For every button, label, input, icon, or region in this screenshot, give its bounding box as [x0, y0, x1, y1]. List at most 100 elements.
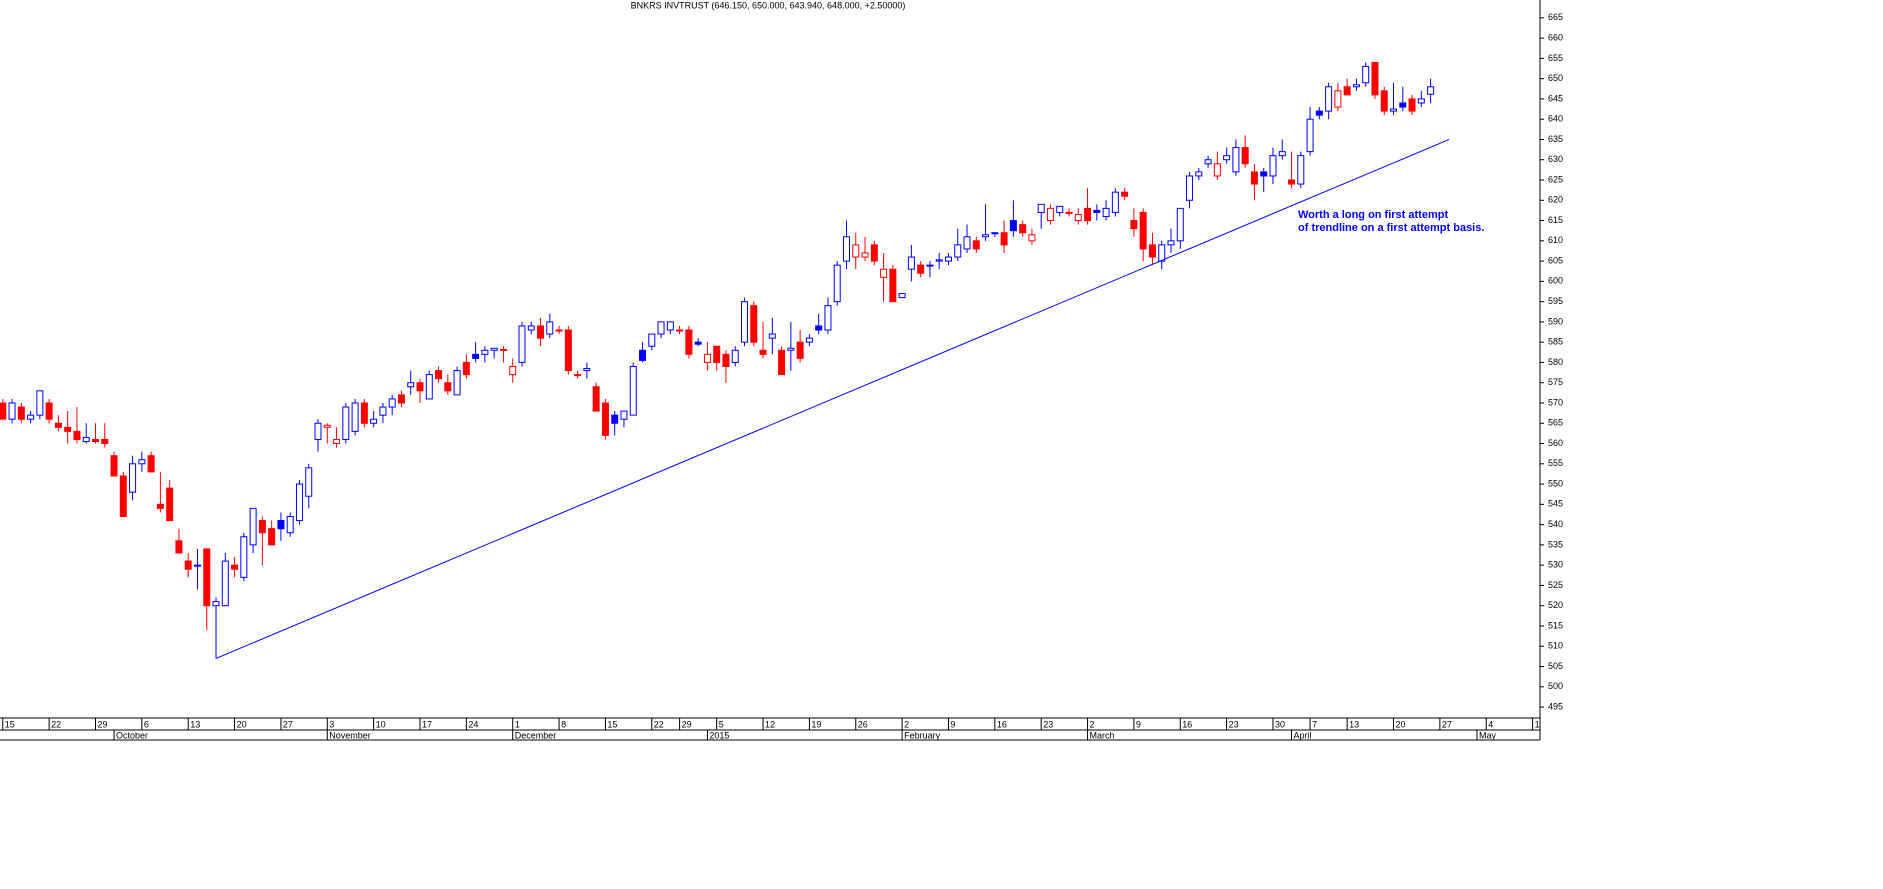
y-tick-label: 530: [1548, 560, 1563, 570]
candle-body: [397, 394, 405, 404]
candle-body: [954, 244, 962, 258]
x-tick-label: 19: [811, 719, 821, 729]
candle-body: [676, 329, 684, 332]
y-tick-label: 540: [1548, 519, 1563, 529]
candle-body: [444, 382, 452, 392]
candle-body: [518, 325, 526, 363]
candle-body: [82, 436, 90, 443]
candle-body: [231, 564, 239, 570]
candle-body: [833, 264, 841, 303]
candle-body: [268, 528, 276, 546]
candle-body: [17, 406, 25, 420]
x-tick-label: 24: [468, 719, 478, 729]
candle-body: [101, 438, 109, 445]
candle-body: [935, 259, 943, 262]
candle-body: [666, 321, 674, 331]
candle-body: [787, 347, 795, 351]
x-tick-label: 5: [719, 719, 724, 729]
candle-body: [481, 349, 489, 355]
candle-body: [768, 333, 776, 339]
candle-body: [1371, 61, 1379, 96]
y-tick-label: 600: [1548, 276, 1563, 286]
candle-body: [805, 337, 813, 343]
candle-body: [490, 347, 498, 351]
candle-body: [1148, 244, 1156, 258]
candle-body: [166, 487, 174, 522]
candle-body: [323, 424, 331, 428]
candle-body: [73, 430, 81, 440]
y-tick-label: 495: [1548, 701, 1563, 711]
x-tick-label: 17: [422, 719, 432, 729]
candle-body: [1427, 86, 1435, 95]
candle-body: [1000, 232, 1008, 246]
candle-body: [583, 368, 591, 372]
candle-body: [0, 402, 7, 420]
candle-body: [1176, 207, 1184, 242]
candle-body: [1315, 110, 1323, 116]
candle-body: [1213, 163, 1221, 177]
candle-body: [713, 345, 721, 363]
candle-body: [1343, 86, 1351, 96]
x-tick-label: 26: [858, 719, 868, 729]
y-tick-label: 660: [1548, 32, 1563, 42]
x-tick-label: 22: [654, 719, 664, 729]
candle-body: [1074, 213, 1082, 222]
candle-body: [240, 536, 248, 578]
candle-body: [184, 560, 192, 570]
x-tick-label: 13: [190, 719, 200, 729]
month-label: May: [1479, 730, 1497, 740]
candle-body: [499, 348, 507, 351]
candle-body: [27, 414, 35, 420]
candle-body: [1306, 118, 1314, 153]
candle-body: [1195, 171, 1203, 177]
candle-body: [351, 402, 359, 432]
y-tick-label: 545: [1548, 499, 1563, 509]
candle-body: [249, 507, 257, 546]
y-tick-label: 560: [1548, 438, 1563, 448]
candle-body: [175, 540, 183, 554]
candle-body: [1390, 108, 1398, 112]
x-tick-label: 23: [1229, 719, 1239, 729]
candle-body: [982, 234, 990, 238]
y-tick-label: 645: [1548, 93, 1563, 103]
candle-body: [1399, 102, 1407, 108]
candle-body: [907, 256, 915, 270]
candle-body: [1269, 155, 1277, 177]
candle-body: [1297, 155, 1305, 185]
x-tick-label: 8: [561, 719, 566, 729]
candle-body: [435, 370, 443, 380]
candle-body: [648, 333, 656, 347]
month-label: December: [515, 730, 557, 740]
candle-body: [694, 341, 702, 345]
candle-body: [36, 390, 44, 416]
candle-body: [639, 349, 647, 361]
candle-body: [731, 349, 739, 363]
candle-body: [1260, 171, 1268, 177]
y-tick-label: 585: [1548, 337, 1563, 347]
candle-body: [880, 268, 888, 278]
candle-body: [193, 564, 201, 567]
candle-body: [861, 252, 869, 258]
x-tick-label: 12: [765, 719, 775, 729]
candle-body: [852, 244, 860, 258]
x-tick-label: 20: [237, 719, 247, 729]
x-tick-label: 20: [1396, 719, 1406, 729]
candle-body: [129, 463, 137, 493]
candle-body: [1121, 191, 1129, 197]
x-tick-label: 2: [904, 719, 909, 729]
candle-body: [1056, 205, 1064, 213]
candle-body: [221, 560, 229, 607]
candle-body: [258, 520, 266, 534]
candle-body: [295, 483, 303, 522]
candle-body: [110, 455, 118, 477]
candle-body: [1380, 90, 1388, 112]
candle-body: [119, 475, 127, 518]
candle-body: [1250, 171, 1258, 185]
candle-body: [8, 402, 16, 420]
y-tick-label: 570: [1548, 397, 1563, 407]
candle-body: [972, 240, 980, 250]
month-label: March: [1090, 730, 1115, 740]
candle-body: [1139, 211, 1147, 250]
x-tick-label: 7: [1312, 719, 1317, 729]
candle-body: [1186, 175, 1194, 201]
